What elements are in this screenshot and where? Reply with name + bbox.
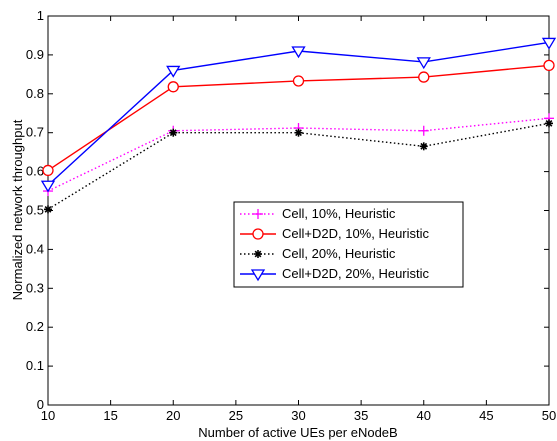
series-3: [44, 119, 553, 214]
legend-label: Cell+D2D, 20%, Heuristic: [282, 266, 430, 281]
data-point-marker: [541, 37, 557, 50]
data-point-marker: [166, 65, 181, 78]
legend: Cell, 10%, Heuristic Cell+D2D, 10%, Heuri…: [233, 201, 464, 288]
y-tick-label: 0.4: [26, 241, 44, 256]
data-point-marker: [545, 119, 553, 128]
y-tick-label: 0.8: [26, 86, 44, 101]
data-point-marker: [252, 228, 264, 240]
y-axis-ticks: 0 0.1 0.2 0.3 0.4 0.5 0.6 0.7 0.8 0.9 1: [26, 8, 549, 412]
series-4: [40, 37, 557, 193]
data-point-marker: [254, 250, 262, 258]
legend-item: Cell+D2D, 20%, Heuristic: [240, 266, 430, 282]
data-point-marker: [418, 125, 429, 136]
data-point-marker: [543, 59, 555, 72]
x-tick-label: 45: [479, 408, 493, 423]
data-point-marker: [169, 128, 178, 137]
series-layer: [40, 37, 557, 214]
data-point-marker: [253, 209, 263, 219]
x-axis-label: Number of active UEs per eNodeB: [198, 425, 397, 440]
data-point-marker: [292, 75, 305, 87]
y-tick-label: 0.9: [26, 47, 44, 62]
legend-label: Cell, 20%, Heuristic: [282, 246, 396, 261]
legend-box: [233, 201, 464, 288]
data-point-marker: [44, 205, 52, 214]
data-point-marker: [294, 128, 303, 137]
x-tick-label: 15: [103, 408, 117, 423]
y-tick-label: 0.3: [26, 280, 44, 295]
y-tick-label: 0.5: [26, 203, 44, 218]
legend-label: Cell, 10%, Heuristic: [282, 206, 396, 221]
x-tick-label: 30: [291, 408, 305, 423]
y-tick-label: 0.6: [26, 164, 44, 179]
legend-item: Cell, 10%, Heuristic: [240, 206, 396, 221]
x-tick-label: 25: [229, 408, 243, 423]
data-point-marker: [40, 180, 56, 193]
data-point-marker: [167, 81, 179, 93]
y-axis-label: Normalized network throughput: [10, 119, 25, 300]
data-point-marker: [416, 57, 431, 70]
x-tick-label: 40: [417, 408, 431, 423]
y-tick-label: 0: [37, 397, 44, 412]
x-tick-label: 10: [41, 408, 55, 423]
x-tick-label: 50: [542, 408, 556, 423]
y-tick-label: 0.1: [26, 358, 44, 373]
series-2: [42, 59, 555, 177]
data-point-marker: [291, 46, 306, 59]
y-tick-label: 0.7: [26, 125, 44, 140]
y-tick-label: 1: [37, 8, 44, 23]
x-tick-label: 35: [354, 408, 368, 423]
data-point-marker: [418, 71, 430, 83]
data-point-marker: [250, 269, 266, 282]
data-point-marker: [42, 164, 54, 177]
legend-label: Cell+D2D, 10%, Heuristic: [282, 226, 430, 241]
x-tick-label: 20: [166, 408, 180, 423]
y-tick-label: 0.2: [26, 319, 44, 334]
data-point-marker: [419, 142, 428, 151]
legend-item: Cell+D2D, 10%, Heuristic: [240, 226, 430, 241]
x-axis-ticks: 10 15 20 25 30 35 40 45 50: [41, 16, 556, 423]
legend-item: Cell, 20%, Heuristic: [240, 246, 396, 261]
